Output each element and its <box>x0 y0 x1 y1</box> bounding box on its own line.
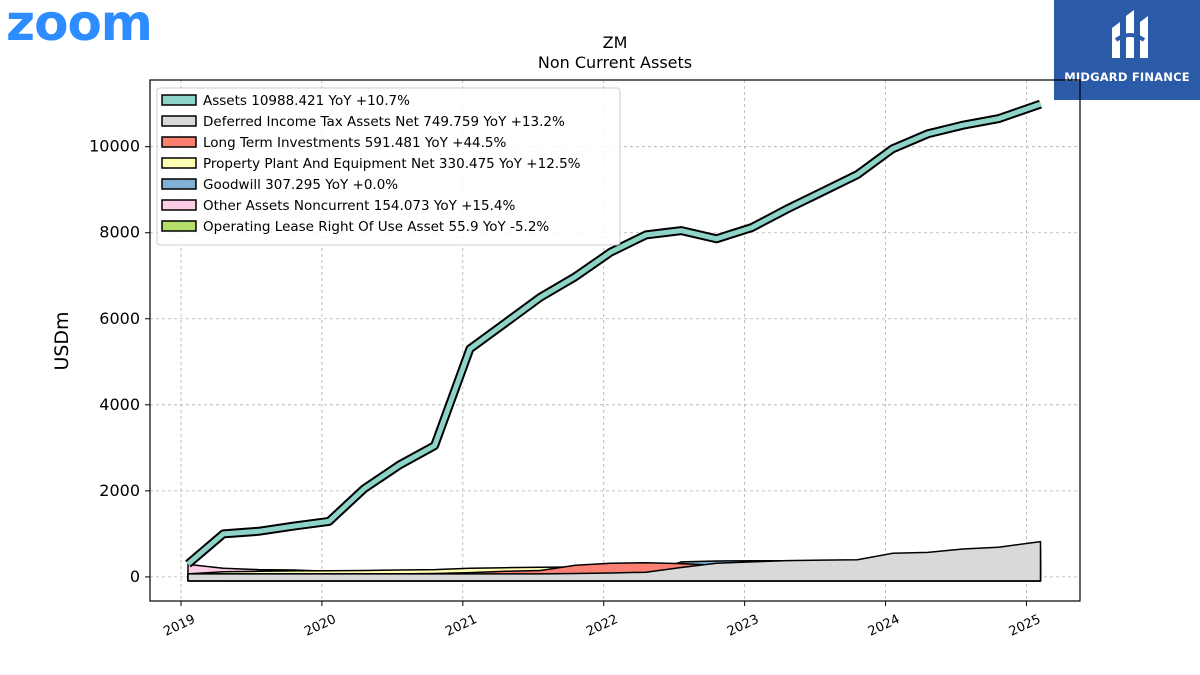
chart-title: ZM <box>603 33 628 52</box>
legend-swatch <box>161 136 197 148</box>
plot-frame <box>149 79 1081 602</box>
legend-entry-label: Goodwill 307.295 YoY +0.0% <box>203 177 398 193</box>
legend: Assets 10988.421 YoY +10.7% Deferred Inco… <box>156 87 621 246</box>
y-tick-label: 4000 <box>99 395 140 414</box>
chart-subtitle: Non Current Assets <box>538 53 692 72</box>
y-tick-label: 6000 <box>99 309 140 328</box>
midgard-emblem-icon <box>1112 10 1148 58</box>
y-tick-label: 10000 <box>89 137 140 156</box>
legend-entry-label: Operating Lease Right Of Use Asset 55.9 … <box>203 219 549 235</box>
legend-swatch <box>161 157 197 169</box>
y-axis-label: USDm <box>51 311 73 370</box>
x-tick-label: 2021 <box>443 612 479 640</box>
series-layer <box>185 99 1042 582</box>
series-deferred-income-tax-assets-net-area <box>187 540 1042 582</box>
legend-entry-label: Deferred Income Tax Assets Net 749.759 Y… <box>203 114 565 130</box>
midgard-finance-logo: MIDGARD FINANCE <box>1054 0 1200 100</box>
series-assets-line <box>186 101 1042 566</box>
legend-swatch <box>161 178 197 190</box>
legend-swatch <box>161 199 197 211</box>
zoom-logo: zoom <box>6 0 153 52</box>
legend-entry-label: Long Term Investments 591.481 YoY +44.5% <box>203 135 507 151</box>
x-tick-label: 2020 <box>302 612 338 640</box>
y-tick-label: 0 <box>130 567 140 586</box>
x-tick-label: 2019 <box>161 612 197 640</box>
x-tick-label: 2022 <box>584 612 620 640</box>
legend-entry-label: Assets 10988.421 YoY +10.7% <box>203 93 410 109</box>
legend-box <box>156 87 621 246</box>
midgard-finance-wordmark: MIDGARD FINANCE <box>1064 70 1190 84</box>
legend-swatch <box>161 94 197 106</box>
legend-swatch <box>161 220 197 232</box>
x-tick-label: 2024 <box>866 612 902 640</box>
legend-swatch <box>161 115 197 127</box>
legend-entry-label: Property Plant And Equipment Net 330.475… <box>203 156 581 172</box>
legend-entry-label: Other Assets Noncurrent 154.073 YoY +15.… <box>203 198 515 214</box>
y-tick-label: 2000 <box>99 481 140 500</box>
x-tick-label: 2025 <box>1007 612 1043 640</box>
x-tick-label: 2023 <box>725 612 761 640</box>
y-tick-label: 8000 <box>99 223 140 242</box>
